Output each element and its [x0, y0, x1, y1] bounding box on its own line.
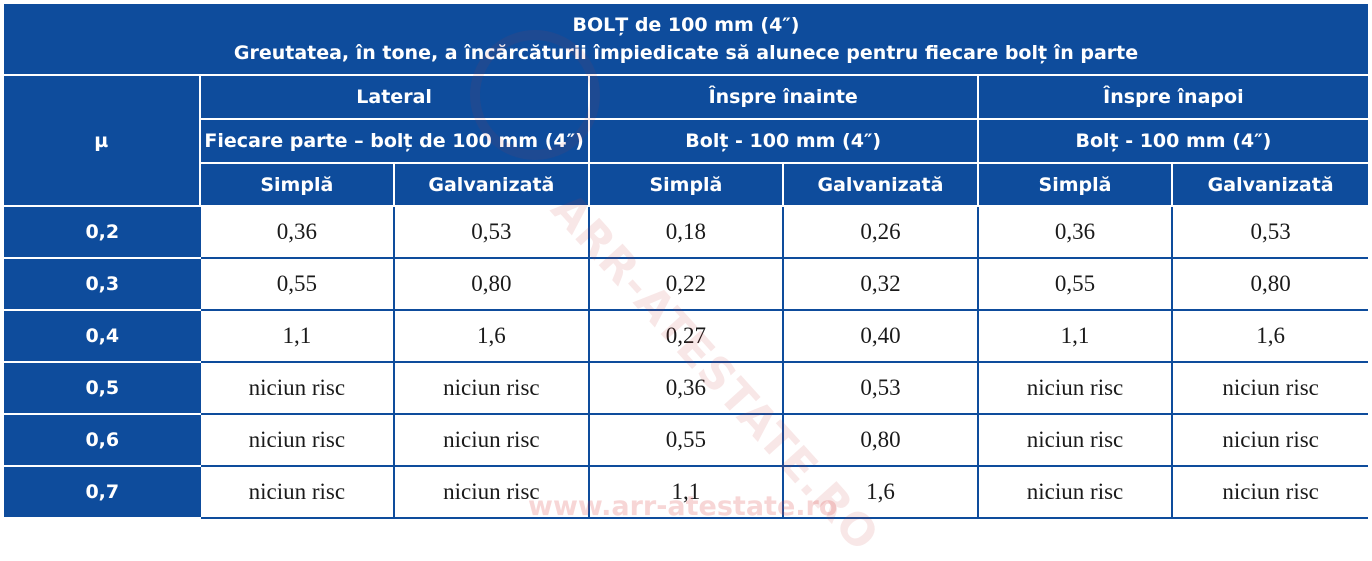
table-cell: 0,55 [978, 259, 1174, 311]
table-cell: niciun risc [978, 363, 1174, 415]
table-row: 0,6 niciun risc niciun risc 0,55 0,80 ni… [4, 415, 1368, 467]
subheader-backward: Bolț - 100 mm (4″) [978, 120, 1368, 164]
table-cell: 0,18 [589, 207, 785, 259]
table-title-line2: Greutatea, în tone, a încărcăturii împie… [233, 42, 1139, 64]
table-cell: 1,1 [200, 311, 396, 363]
subheader-lateral: Fiecare parte – bolț de 100 mm (4″) [200, 120, 590, 164]
table-cell: 0,53 [395, 207, 590, 259]
table-cell: 0,53 [1173, 207, 1368, 259]
table-cell: 0,36 [589, 363, 785, 415]
table-cell: niciun risc [200, 415, 396, 467]
table-row: 0,2 0,36 0,53 0,18 0,26 0,36 0,53 [4, 207, 1368, 259]
table-cell: 1,1 [978, 311, 1174, 363]
bolt-load-table: BOLȚ de 100 mm (4″) Greutatea, în tone, … [4, 4, 1368, 519]
mu-header: µ [4, 76, 201, 207]
table-cell: 1,6 [784, 467, 979, 519]
table-cell: 1,6 [395, 311, 590, 363]
mu-value: 0,6 [4, 415, 201, 467]
table-cell: niciun risc [978, 415, 1174, 467]
table-cell: niciun risc [395, 415, 590, 467]
table-cell: niciun risc [978, 467, 1174, 519]
column-header: Galvanizată [395, 164, 590, 207]
mu-value: 0,3 [4, 259, 201, 311]
group-header-forward: Înspre înainte [589, 76, 979, 120]
table-cell: 0,26 [784, 207, 979, 259]
table-row: 0,3 0,55 0,80 0,22 0,32 0,55 0,80 [4, 259, 1368, 311]
table-cell: 0,40 [784, 311, 979, 363]
mu-value: 0,4 [4, 311, 201, 363]
table-row: 0,5 niciun risc niciun risc 0,36 0,53 ni… [4, 363, 1368, 415]
column-header: Galvanizată [784, 164, 979, 207]
table-cell: niciun risc [1173, 415, 1368, 467]
table-cell: 0,32 [784, 259, 979, 311]
table-cell: 0,53 [784, 363, 979, 415]
column-header: Simplă [978, 164, 1174, 207]
table-title-line1: BOLȚ de 100 mm (4″) [572, 14, 800, 36]
table-title: BOLȚ de 100 mm (4″) Greutatea, în tone, … [4, 4, 1368, 76]
table-row: 0,4 1,1 1,6 0,27 0,40 1,1 1,6 [4, 311, 1368, 363]
column-header: Galvanizată [1173, 164, 1368, 207]
table-cell: 0,80 [395, 259, 590, 311]
table-cell: 0,55 [589, 415, 785, 467]
mu-value: 0,2 [4, 207, 201, 259]
column-header: Simplă [589, 164, 785, 207]
table-cell: 1,6 [1173, 311, 1368, 363]
table-cell: 0,80 [1173, 259, 1368, 311]
table-cell: niciun risc [200, 467, 396, 519]
subheader-forward: Bolț - 100 mm (4″) [589, 120, 979, 164]
table-cell: 0,27 [589, 311, 785, 363]
table-cell: 0,36 [200, 207, 396, 259]
table-cell: 0,55 [200, 259, 396, 311]
table-cell: niciun risc [1173, 363, 1368, 415]
table-cell: 0,22 [589, 259, 785, 311]
column-header: Simplă [200, 164, 396, 207]
group-header-lateral: Lateral [200, 76, 590, 120]
table-cell: niciun risc [395, 467, 590, 519]
table-cell: 0,36 [978, 207, 1174, 259]
table-cell: niciun risc [1173, 467, 1368, 519]
table-cell: 0,80 [784, 415, 979, 467]
mu-value: 0,5 [4, 363, 201, 415]
table-row: 0,7 niciun risc niciun risc 1,1 1,6 nici… [4, 467, 1368, 519]
mu-value: 0,7 [4, 467, 201, 519]
table-cell: niciun risc [395, 363, 590, 415]
table-cell: 1,1 [589, 467, 785, 519]
group-header-backward: Înspre înapoi [978, 76, 1368, 120]
table-cell: niciun risc [200, 363, 396, 415]
